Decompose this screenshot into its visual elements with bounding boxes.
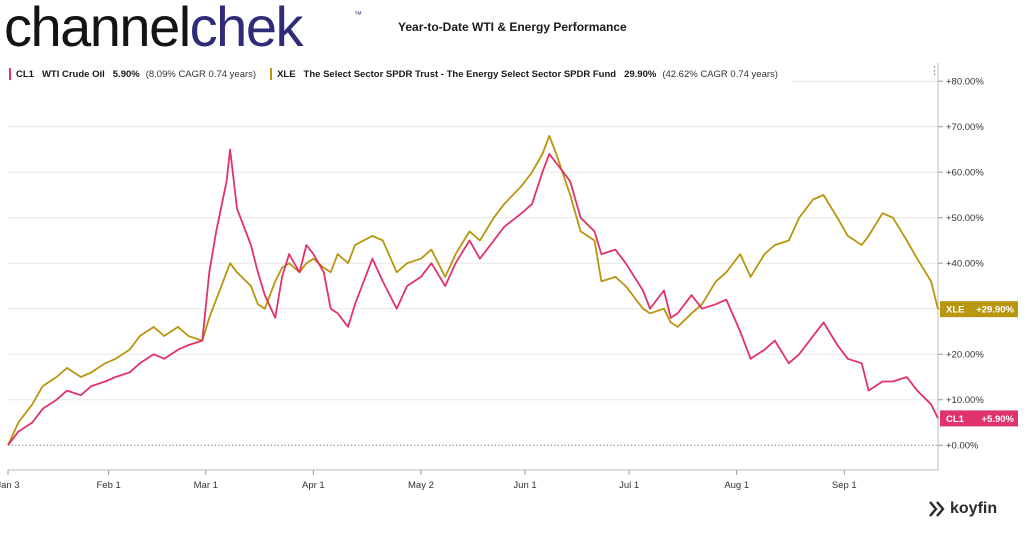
legend-item-xle[interactable]: XLE The Select Sector SPDR Trust - The E… [270, 68, 778, 80]
legend-item-cl1[interactable]: CL1 WTI Crude Oil 5.90% (8.09% CAGR 0.74… [9, 68, 256, 80]
brand-word-part1: channel [4, 0, 191, 58]
legend-name: The Select Sector SPDR Trust - The Energ… [303, 68, 617, 80]
tag-background [940, 301, 1018, 318]
brand-wordmark: channelchek [4, 0, 304, 59]
channelchek-logo[interactable]: channelchek ™ [4, 0, 374, 62]
x-tick-label: Feb 1 [96, 480, 120, 491]
y-tick-label: +80.00% [946, 77, 984, 88]
x-axis-ticks: Jan 3 Feb 1 Mar 1 Apr 1 May 2 Jun 1 Jul 1 Aug 1… [0, 470, 857, 491]
tag-value: +5.90% [982, 414, 1015, 425]
legend-value: 5.90% [112, 68, 140, 80]
x-tick-label: Aug 1 [724, 480, 749, 491]
legend-cagr: (42.62% CAGR 0.74 years) [662, 68, 778, 80]
y-tick-label: +40.00% [946, 259, 984, 270]
chart-legend: CL1 WTI Crude Oil 5.90% (8.09% CAGR 0.74… [9, 64, 792, 84]
koyfin-wordmark: koyfin [950, 500, 998, 517]
chart-title: Year-to-Date WTI & Energy Performance [398, 20, 627, 34]
y-tick-label: +60.00% [946, 168, 984, 179]
x-tick-label: Jul 1 [619, 480, 639, 491]
legend-swatch-xle [270, 68, 273, 80]
grid-lines [8, 63, 939, 471]
legend-symbol: CL1 [16, 68, 34, 80]
x-tick-label: Jun 1 [513, 480, 536, 491]
brand-word-part2: chek [189, 0, 304, 58]
legend-cagr: (8.09% CAGR 0.74 years) [145, 68, 257, 80]
chart-menu-icon[interactable]: ⋮ [929, 65, 940, 77]
chart-area: +0.00%+10.00%+20.00%+30.00%+40.00%+50.00… [0, 63, 1024, 529]
last-value-tag-xle: XLE +29.90% [940, 301, 1018, 318]
performance-chart: +0.00%+10.00%+20.00%+30.00%+40.00%+50.00… [0, 63, 1018, 491]
koyfin-logo[interactable]: koyfin [928, 500, 997, 518]
x-tick-label: Jan 3 [0, 480, 20, 491]
last-value-tags: CL1 +5.90% XLE +29.90% [940, 301, 1018, 427]
legend-name: WTI Crude Oil [41, 68, 105, 80]
x-tick-label: Sep 1 [832, 480, 857, 491]
x-tick-label: Apr 1 [302, 480, 325, 491]
tag-value: +29.90% [976, 305, 1014, 316]
y-tick-label: +50.00% [946, 213, 984, 224]
x-tick-label: Mar 1 [194, 480, 218, 491]
legend-value: 29.90% [624, 68, 657, 80]
series-lines [7, 134, 939, 446]
tag-symbol: XLE [946, 305, 964, 316]
y-tick-label: +20.00% [946, 350, 984, 361]
y-tick-label: +70.00% [946, 122, 984, 133]
series-line-cl1 [7, 148, 939, 446]
last-value-tag-cl1: CL1 +5.90% [940, 410, 1018, 427]
tag-background [940, 410, 1018, 427]
legend-swatch-cl1 [9, 68, 11, 80]
x-tick-label: May 2 [408, 480, 434, 491]
trademark-mark: ™ [354, 10, 362, 19]
y-tick-label: +10.00% [946, 395, 984, 406]
koyfin-k-icon [929, 501, 945, 517]
tag-symbol: CL1 [946, 414, 965, 425]
legend-symbol: XLE [277, 68, 296, 80]
y-axis-ticks: +0.00%+10.00%+20.00%+30.00%+40.00%+50.00… [938, 77, 984, 452]
series-line-xle [7, 134, 939, 446]
y-tick-label: +0.00% [946, 441, 979, 452]
